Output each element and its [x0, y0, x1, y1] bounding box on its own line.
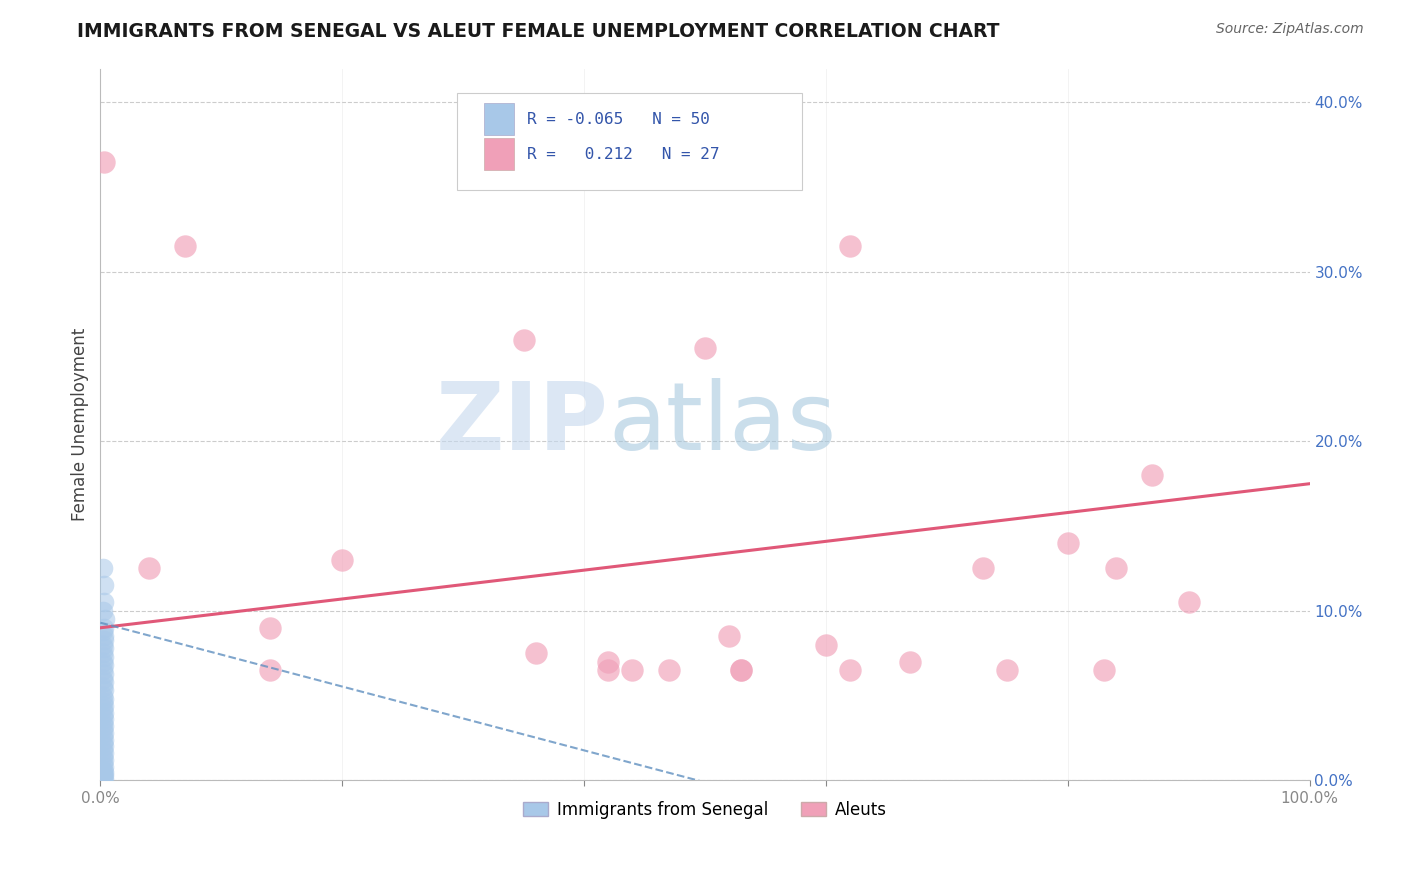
Point: [91, 709, 114, 723]
Point: [91, 663, 114, 677]
Point: [174, 239, 197, 253]
Point: [91, 756, 114, 771]
Point: [1056, 536, 1078, 550]
Text: R = -0.065   N = 50: R = -0.065 N = 50: [527, 112, 710, 127]
Point: [91, 561, 114, 575]
Point: [93, 732, 115, 747]
Point: [91, 715, 114, 730]
Point: [839, 663, 862, 677]
Point: [91, 604, 114, 618]
Point: [1177, 595, 1199, 609]
Point: [972, 561, 994, 575]
Point: [93, 675, 115, 690]
Point: [524, 646, 547, 660]
Point: [93, 768, 115, 782]
FancyBboxPatch shape: [484, 138, 513, 170]
Point: [91, 749, 114, 764]
Point: [693, 341, 716, 355]
Point: [598, 663, 620, 677]
Point: [93, 692, 115, 706]
Point: [93, 739, 115, 754]
Point: [93, 698, 115, 713]
Point: [259, 663, 281, 677]
Point: [91, 680, 114, 694]
Point: [512, 333, 534, 347]
Point: [658, 663, 681, 677]
Point: [93, 578, 115, 592]
Point: [900, 655, 922, 669]
Point: [621, 663, 644, 677]
Point: [93, 649, 115, 664]
Point: [93, 641, 115, 656]
Point: [91, 695, 114, 709]
Legend: Immigrants from Senegal, Aleuts: Immigrants from Senegal, Aleuts: [516, 794, 893, 825]
Point: [93, 621, 115, 635]
Point: [93, 712, 115, 726]
FancyBboxPatch shape: [484, 103, 513, 135]
Text: Source: ZipAtlas.com: Source: ZipAtlas.com: [1216, 22, 1364, 37]
Point: [91, 766, 114, 780]
Point: [91, 743, 114, 757]
Point: [91, 770, 114, 784]
Point: [91, 672, 114, 686]
Point: [91, 772, 114, 786]
Point: [93, 683, 115, 698]
Point: [91, 624, 114, 639]
Text: atlas: atlas: [609, 378, 837, 470]
Point: [93, 772, 115, 786]
Point: [330, 553, 353, 567]
Point: [814, 638, 837, 652]
Point: [94, 612, 117, 626]
Point: [93, 719, 115, 733]
Point: [839, 239, 862, 253]
Point: [995, 663, 1018, 677]
Point: [93, 726, 115, 740]
Point: [93, 706, 115, 720]
Point: [91, 763, 114, 777]
Point: [91, 702, 114, 716]
Point: [259, 621, 281, 635]
Point: [1092, 663, 1115, 677]
Point: [93, 760, 115, 774]
Point: [91, 723, 114, 737]
Point: [138, 561, 160, 575]
Point: [93, 666, 115, 681]
Point: [91, 638, 114, 652]
Y-axis label: Female Unemployment: Female Unemployment: [72, 327, 89, 521]
Point: [93, 746, 115, 760]
Point: [91, 729, 114, 743]
Point: [93, 764, 115, 779]
Point: [730, 663, 752, 677]
Point: [93, 632, 115, 647]
Point: [1105, 561, 1128, 575]
Point: [93, 629, 115, 643]
Point: [93, 595, 115, 609]
Text: ZIP: ZIP: [436, 378, 609, 470]
Point: [91, 736, 114, 750]
FancyBboxPatch shape: [457, 94, 801, 189]
Point: [91, 689, 114, 703]
Text: IMMIGRANTS FROM SENEGAL VS ALEUT FEMALE UNEMPLOYMENT CORRELATION CHART: IMMIGRANTS FROM SENEGAL VS ALEUT FEMALE …: [77, 22, 1000, 41]
Point: [91, 646, 114, 660]
Point: [93, 154, 115, 169]
Point: [93, 658, 115, 673]
Text: R =   0.212   N = 27: R = 0.212 N = 27: [527, 147, 720, 162]
Point: [1142, 468, 1164, 483]
Point: [598, 655, 620, 669]
Point: [93, 753, 115, 767]
Point: [91, 655, 114, 669]
Point: [718, 629, 741, 643]
Point: [730, 663, 752, 677]
